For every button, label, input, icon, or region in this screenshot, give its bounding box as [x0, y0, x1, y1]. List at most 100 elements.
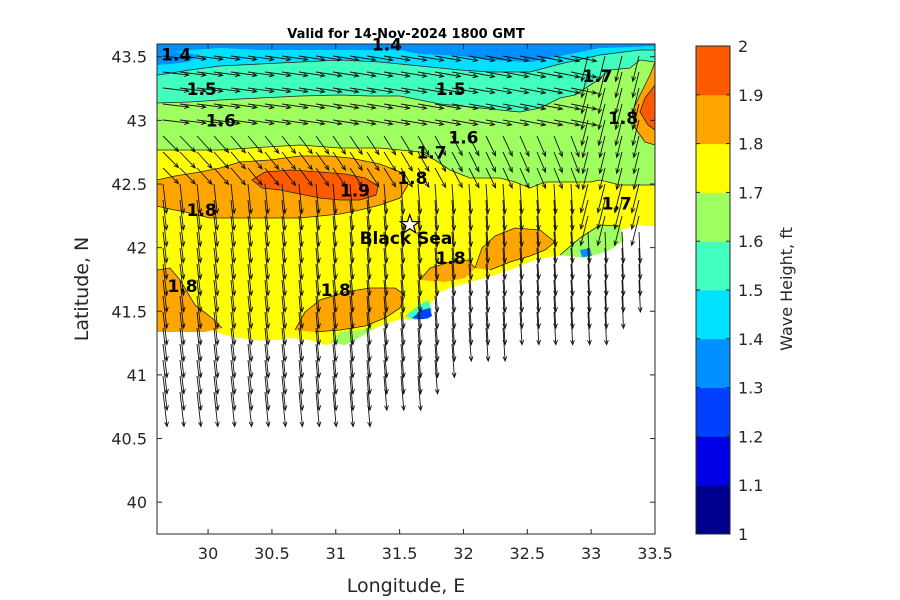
vector-arrow	[196, 167, 213, 186]
colorbar-tick-label: 1.9	[738, 86, 763, 105]
vector-arrow	[179, 295, 186, 330]
x-tick-label: 33.5	[637, 544, 673, 563]
star-marker-icon	[398, 212, 422, 235]
vector-arrow	[519, 103, 547, 111]
vector-arrow	[434, 87, 462, 95]
vector-arrow	[613, 199, 623, 231]
vector-arrow	[247, 55, 275, 62]
contour-label: 1.8	[397, 169, 427, 189]
vector-arrow	[383, 71, 411, 78]
vector-arrow	[468, 71, 496, 79]
vector-arrow	[519, 55, 547, 63]
vector-arrow	[196, 183, 203, 215]
location-label: Black Sea	[360, 229, 453, 249]
vector-arrow	[247, 87, 275, 94]
vector-arrow	[383, 375, 389, 412]
vector-arrow	[264, 151, 280, 171]
vector-arrow	[247, 151, 263, 170]
vector-arrow	[213, 359, 220, 395]
colorbar-tick-label: 2	[738, 37, 748, 56]
vector-arrow	[213, 103, 241, 110]
vector-arrow	[179, 247, 186, 281]
vector-arrow	[637, 279, 643, 314]
vector-arrow	[213, 279, 220, 313]
vector-arrow	[570, 295, 575, 330]
colorbar-swatch	[696, 94, 730, 145]
vector-arrow	[615, 135, 623, 159]
region-1.8-sw	[157, 268, 222, 332]
vector-arrow	[298, 87, 326, 94]
vector-arrow	[179, 231, 186, 264]
vector-arrow	[598, 135, 606, 159]
vector-arrow	[570, 151, 580, 174]
vector-arrow	[213, 391, 220, 428]
contour-label: 1.8	[436, 249, 466, 269]
vector-arrow	[298, 167, 313, 187]
vector-arrow	[580, 55, 589, 83]
vector-arrow	[162, 151, 180, 169]
vector-arrow	[298, 151, 313, 171]
vector-arrow	[179, 359, 186, 395]
vector-arrow	[580, 103, 589, 131]
vector-arrow	[349, 103, 377, 110]
vector-arrow	[366, 391, 372, 428]
vector-arrow	[179, 279, 186, 313]
vector-arrow	[162, 327, 169, 363]
vector-arrow	[196, 71, 224, 78]
vector-arrow	[298, 103, 326, 110]
vector-arrow	[570, 55, 598, 63]
vector-arrow	[519, 71, 547, 79]
x-tick-label: 32.5	[509, 544, 545, 563]
vector-arrow	[587, 311, 592, 346]
vector-arrow	[196, 199, 203, 231]
vector-arrow	[196, 327, 203, 363]
vector-arrow	[434, 359, 440, 395]
region-1.9-central	[252, 170, 378, 200]
vector-arrow	[196, 135, 213, 154]
vector-arrow	[451, 87, 479, 95]
vector-arrow	[536, 151, 547, 174]
vector-arrow	[536, 135, 547, 158]
vector-arrow	[315, 71, 343, 78]
vector-arrow	[281, 167, 297, 187]
vector-arrow	[162, 119, 190, 125]
colorbar-swatch	[696, 192, 730, 242]
vector-arrow	[349, 151, 363, 172]
vector-arrow	[179, 263, 186, 297]
contour-label: 1.6	[448, 128, 478, 148]
vector-arrow	[400, 103, 428, 110]
vector-arrow	[596, 183, 606, 214]
vector-arrow	[196, 375, 203, 412]
y-tick-label: 42	[127, 239, 147, 258]
vector-arrow	[519, 167, 530, 190]
colorbar-tick-label: 1.2	[738, 427, 763, 446]
vector-arrow	[366, 71, 394, 78]
x-tick-label: 31	[326, 544, 346, 563]
vector-arrow	[468, 119, 496, 127]
vector-arrow	[637, 263, 643, 297]
vector-arrow	[632, 151, 640, 175]
vector-arrow	[580, 71, 589, 99]
vector-arrow	[468, 135, 480, 157]
colorbar-swatch	[696, 143, 730, 193]
contour-label: 1.8	[608, 109, 638, 129]
vector-arrow	[264, 87, 292, 94]
vector-arrow	[553, 151, 563, 174]
vector-arrow	[332, 151, 347, 172]
vector-arrow	[451, 151, 463, 173]
vector-arrow	[502, 167, 513, 190]
vector-arrow	[383, 119, 411, 126]
contour-label: 1.8	[167, 277, 197, 297]
vector-arrow	[366, 167, 380, 188]
vector-arrow	[519, 119, 547, 127]
vector-arrow	[597, 103, 606, 131]
vector-arrow	[417, 71, 445, 79]
vector-arrow	[383, 87, 411, 94]
vector-arrow	[349, 71, 377, 78]
contour-label: 1.7	[416, 144, 446, 164]
region-1.8-east-coast	[475, 228, 555, 270]
vector-arrow	[451, 55, 479, 63]
vector-arrow	[615, 151, 623, 175]
vector-arrow	[383, 167, 397, 188]
